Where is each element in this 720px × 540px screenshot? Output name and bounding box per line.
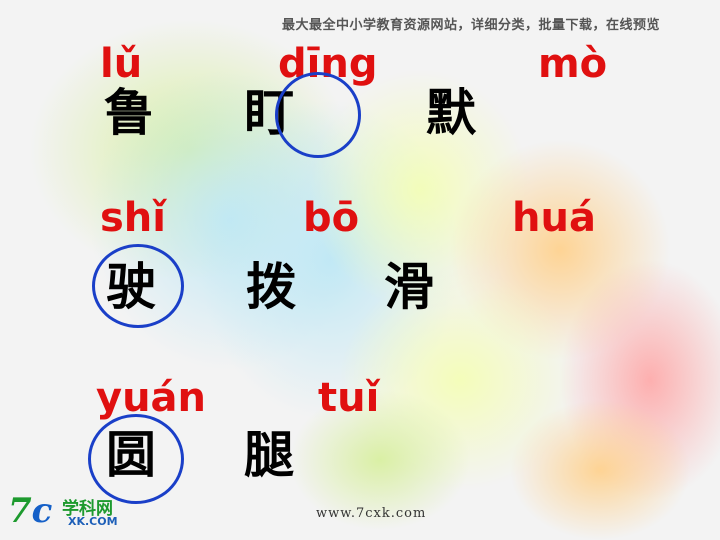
pinyin-yuan: yuán — [96, 375, 207, 421]
site-logo[interactable]: 7c 学科网 XK.COM — [6, 492, 146, 538]
pinyin-hua: huá — [512, 195, 596, 241]
hanzi-tui: 腿 — [244, 426, 294, 484]
highlight-circle — [88, 414, 184, 504]
pinyin-shi: shǐ — [100, 195, 166, 241]
logo-english-text: XK.COM — [68, 515, 118, 528]
pinyin-bo: bō — [303, 195, 360, 241]
pinyin-lu: lǔ — [100, 41, 143, 87]
pinyin-mo: mò — [538, 41, 608, 87]
hanzi-bo: 拨 — [246, 258, 296, 316]
hanzi-hua: 滑 — [384, 258, 434, 316]
site-banner: 最大最全中小学教育资源网站，详细分类，批量下载，在线预览 — [282, 18, 661, 33]
highlight-circle — [92, 244, 184, 328]
logo-chinese-text: 学科网 — [62, 499, 113, 519]
hanzi-lu: 鲁 — [104, 84, 154, 142]
logo-mark-icon: 7c — [8, 491, 53, 531]
highlight-circle — [275, 72, 361, 158]
hanzi-mo: 默 — [426, 84, 476, 142]
site-url: www.7cxk.com — [316, 506, 427, 521]
pinyin-tui: tuǐ — [318, 375, 380, 421]
